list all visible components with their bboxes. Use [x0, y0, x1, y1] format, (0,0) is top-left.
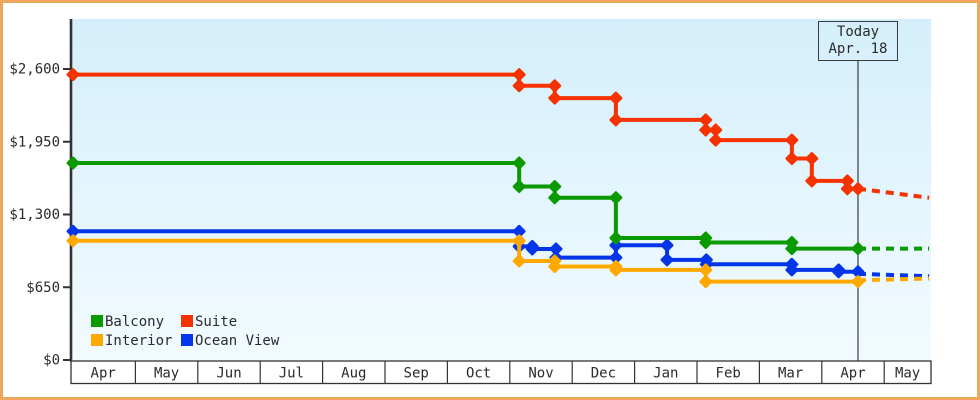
- balcony-point: [548, 180, 562, 194]
- month-band: [70, 360, 932, 385]
- legend-item-interior: Interior: [91, 333, 181, 349]
- series-projection-suite: [857, 186, 930, 200]
- y-tick-label-1300: $1,300: [9, 207, 60, 223]
- y-tick-label-0: $0: [43, 353, 60, 369]
- series-projection-ocean-view: [857, 271, 930, 279]
- suite-point: [709, 133, 723, 147]
- legend-item-balcony: Balcony: [91, 314, 181, 330]
- month-label-13-may: May: [895, 366, 920, 382]
- y-tick-label-1950: $1,950: [9, 134, 60, 150]
- ocean-view-point: [851, 265, 865, 279]
- interior-point: [512, 254, 526, 268]
- ocean-view-point: [66, 224, 80, 238]
- balcony-point: [512, 180, 526, 194]
- legend-swatch-ocean-view: [181, 334, 193, 346]
- suite-point: [548, 91, 562, 105]
- interior-point: [609, 263, 623, 277]
- plot-background: [71, 19, 931, 361]
- plot-area: [71, 19, 931, 361]
- month-label-8-dec: Dec: [591, 366, 616, 382]
- series-suite: [66, 68, 930, 200]
- balcony-point: [785, 242, 799, 256]
- series-balcony: [66, 156, 930, 256]
- suite-point: [609, 113, 623, 127]
- today-date: Apr. 18: [828, 41, 888, 57]
- ocean-view-point: [512, 224, 526, 238]
- balcony-point: [851, 242, 865, 256]
- suite-point: [805, 174, 819, 188]
- legend-label-interior: Interior: [105, 333, 173, 349]
- chart-legend: Balcony Suite Interior Ocean View: [91, 314, 279, 349]
- y-tick-label-2600: $2,600: [9, 62, 60, 78]
- suite-point: [785, 133, 799, 147]
- ocean-view-point: [785, 263, 799, 277]
- interior-point: [548, 260, 562, 274]
- legend-item-ocean-view: Ocean View: [181, 333, 279, 349]
- month-label-9-jan: Jan: [653, 366, 678, 382]
- balcony-point: [66, 156, 80, 170]
- interior-point: [851, 275, 865, 289]
- ocean-view-point: [832, 265, 846, 279]
- series-projection-interior: [857, 276, 930, 283]
- interior-point: [699, 263, 713, 277]
- month-label-0-apr: Apr: [91, 366, 116, 382]
- legend-item-suite: Suite: [181, 314, 279, 330]
- interior-point: [66, 234, 80, 248]
- month-label-10-feb: Feb: [716, 366, 741, 382]
- series-interior: [66, 234, 930, 289]
- suite-point: [512, 68, 526, 82]
- today-label: Today: [836, 24, 880, 40]
- suite-point: [548, 79, 562, 93]
- month-label-4-aug: Aug: [341, 366, 366, 382]
- ocean-view-point: [660, 253, 674, 267]
- suite-point: [805, 152, 819, 166]
- suite-point: [709, 123, 723, 137]
- balcony-point: [609, 191, 623, 205]
- month-label-3-jul: Jul: [279, 366, 304, 382]
- y-tick-label-650: $650: [26, 280, 60, 296]
- suite-point: [512, 79, 526, 93]
- month-axis: Apr May Jun Jul Aug Sep Oct Nov Dec Jan Feb Mar Apr M…: [70, 360, 932, 385]
- ocean-view-point: [660, 238, 674, 252]
- balcony-point: [699, 235, 713, 249]
- balcony-point: [609, 231, 623, 245]
- month-label-6-oct: Oct: [466, 366, 491, 382]
- legend-swatch-suite: [181, 315, 193, 327]
- price-series: [66, 68, 930, 289]
- balcony-point: [548, 191, 562, 205]
- legend-label-suite: Suite: [195, 314, 238, 330]
- month-label-5-sep: Sep: [404, 366, 429, 382]
- legend-swatch-balcony: [91, 315, 103, 327]
- interior-point: [699, 275, 713, 289]
- suite-point: [851, 182, 865, 196]
- month-label-12-apr: Apr: [840, 366, 865, 382]
- suite-point: [609, 91, 623, 105]
- month-label-1-may: May: [154, 366, 179, 382]
- suite-point: [785, 152, 799, 166]
- month-label-7-nov: Nov: [528, 366, 553, 382]
- legend-label-ocean-view: Ocean View: [195, 333, 280, 349]
- suite-point: [699, 113, 713, 127]
- ocean-view-point: [609, 251, 623, 265]
- month-label-2-jun: Jun: [216, 366, 241, 382]
- suite-point: [66, 68, 80, 82]
- month-label-11-mar: Mar: [778, 366, 803, 382]
- today-marker-label: Today Apr. 18: [818, 21, 898, 61]
- legend-swatch-interior: [91, 334, 103, 346]
- ocean-view-point: [525, 242, 539, 256]
- legend-label-balcony: Balcony: [105, 314, 165, 330]
- interior-point: [512, 234, 526, 248]
- y-axis: $2,600 $1,950 $1,300 $650 $0: [9, 19, 73, 369]
- balcony-point: [512, 156, 526, 170]
